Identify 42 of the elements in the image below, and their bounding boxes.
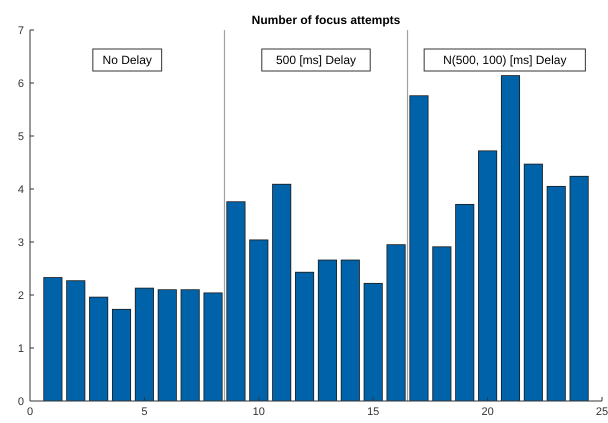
bar xyxy=(249,239,268,402)
bar xyxy=(455,204,474,402)
x-tick-label: 20 xyxy=(481,406,494,418)
bar xyxy=(340,260,360,402)
bar xyxy=(386,244,406,402)
bar xyxy=(158,289,177,402)
bar xyxy=(295,272,314,402)
bar xyxy=(203,292,223,402)
annotation: 500 [ms] Delay xyxy=(276,53,356,67)
bar xyxy=(66,280,86,402)
x-tick-label: 0 xyxy=(26,406,34,418)
x-tick-label: 15 xyxy=(367,406,380,418)
x-tick-label: 10 xyxy=(252,406,265,418)
y-tick-label: 3 xyxy=(18,237,24,249)
annotation: No Delay xyxy=(102,53,152,67)
y-tick-label: 7 xyxy=(18,25,24,37)
bar xyxy=(432,246,452,402)
bar xyxy=(570,176,589,402)
y-tick-label: 6 xyxy=(18,78,24,90)
y-tick-label: 5 xyxy=(18,131,24,143)
bar xyxy=(112,308,132,402)
bar xyxy=(478,150,498,402)
bar xyxy=(180,289,200,402)
bar xyxy=(43,277,62,402)
x-tick-label: 25 xyxy=(596,406,608,418)
bar xyxy=(546,186,566,402)
bar xyxy=(226,201,246,402)
bar xyxy=(524,164,543,402)
bar xyxy=(318,260,337,402)
y-tick-label: 4 xyxy=(18,184,24,196)
bar xyxy=(134,288,154,402)
bar xyxy=(89,296,108,402)
bar xyxy=(409,95,429,402)
x-tick-label: 5 xyxy=(141,406,148,418)
chart-title: Number of focus attempts xyxy=(252,13,401,27)
bar xyxy=(500,75,520,402)
bar xyxy=(272,184,292,402)
y-tick-label: 1 xyxy=(18,343,24,355)
y-tick-label: 0 xyxy=(18,396,24,408)
y-tick-label: 2 xyxy=(18,290,24,302)
bar xyxy=(364,282,383,402)
annotation: N(500, 100) [ms] Delay xyxy=(443,53,566,67)
